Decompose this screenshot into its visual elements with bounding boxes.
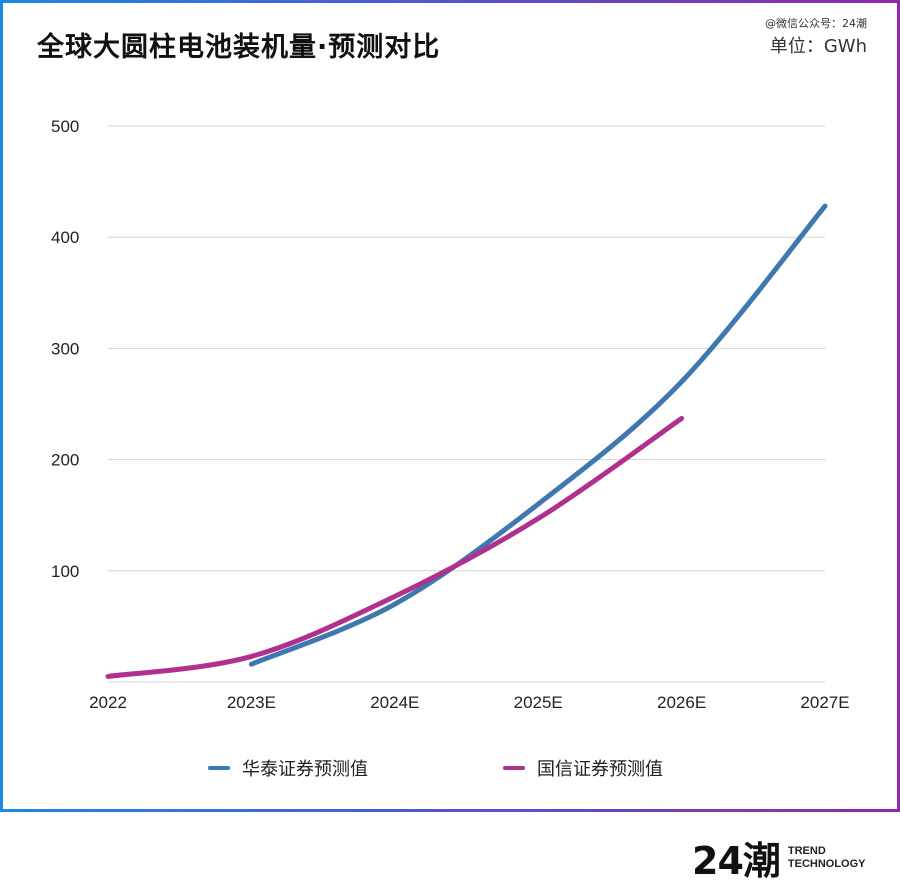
y-tick-label: 300 xyxy=(51,339,79,358)
legend-label-huatai: 华泰证券预测值 xyxy=(242,759,368,780)
x-tick-label: 2023E xyxy=(227,693,276,712)
legend-label-guoxin: 国信证券预测值 xyxy=(537,759,663,780)
series-line-huatai xyxy=(248,203,828,667)
x-tick-label: 2027E xyxy=(800,693,849,712)
x-axis-ticks: 2022 2023E 2024E 2025E 2026E 2027E xyxy=(89,693,850,712)
y-axis-ticks: 100 200 300 400 500 xyxy=(51,117,79,581)
logo-mark: 24潮 xyxy=(692,839,781,883)
brand-logo: 24潮 TREND TECHNOLOGY xyxy=(692,830,866,885)
x-tick-label: 2022 xyxy=(89,693,127,712)
logo-line-2: TECHNOLOGY xyxy=(787,857,866,870)
grid-lines xyxy=(108,125,825,683)
footer: 24潮 TREND TECHNOLOGY xyxy=(0,812,900,895)
x-tick-label: 2025E xyxy=(514,693,563,712)
series-lines xyxy=(105,203,828,679)
line-chart: 100 200 300 400 500 2022 2023E 2024E 2025E 2026E… xyxy=(51,117,850,712)
y-tick-label: 400 xyxy=(51,228,79,247)
logo-line-1: TREND xyxy=(787,844,826,857)
x-tick-label: 2024E xyxy=(370,693,419,712)
chart-title: 全球大圆柱电池装机量·预测对比 xyxy=(37,32,441,63)
y-tick-label: 200 xyxy=(51,451,79,470)
y-tick-label: 500 xyxy=(51,117,79,136)
logo-text: TREND TECHNOLOGY xyxy=(788,845,866,871)
legend-item-guoxin: 国信证券预测值 xyxy=(503,755,663,781)
unit-label: 单位：GWh xyxy=(769,36,867,57)
legend-item-huatai: 华泰证券预测值 xyxy=(208,755,368,781)
series-line-guoxin xyxy=(105,415,685,679)
chart-legend: 华泰证券预测值 国信证券预测值 xyxy=(3,755,900,785)
watermark: @微信公众号：24潮 xyxy=(765,17,867,30)
legend-swatch-guoxin xyxy=(503,766,525,770)
x-tick-label: 2026E xyxy=(657,693,706,712)
legend-swatch-huatai xyxy=(208,766,230,770)
chart-card: 全球大圆柱电池装机量·预测对比 @微信公众号：24潮 单位：GWh 100 200… xyxy=(3,3,900,809)
y-tick-label: 100 xyxy=(51,562,79,581)
